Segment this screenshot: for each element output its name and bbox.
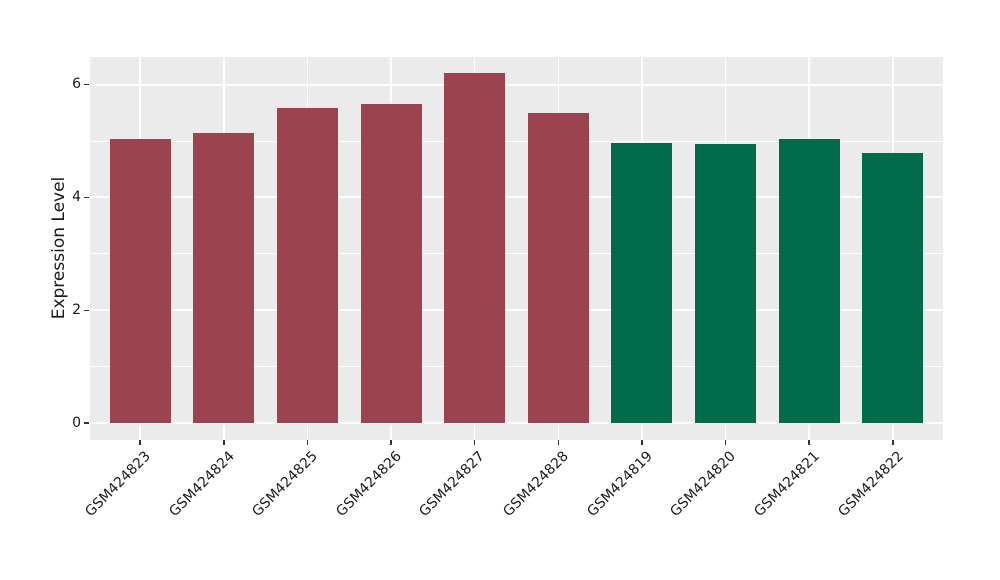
x-tick-label-GSM424826: GSM424826 (333, 448, 405, 520)
bar-GSM424819 (611, 142, 673, 424)
gridline-minor-y3 (90, 253, 943, 255)
x-tick-label-GSM424821: GSM424821 (751, 448, 823, 520)
x-tick-label-GSM424820: GSM424820 (667, 448, 740, 520)
x-tick-mark-GSM424826 (390, 440, 392, 445)
bar-GSM424821 (778, 139, 840, 424)
bar-GSM424824 (193, 132, 255, 424)
gridline-major-y2 (90, 309, 943, 312)
x-tick-mark-GSM424821 (808, 440, 810, 445)
x-tick-label-GSM424827: GSM424827 (416, 448, 489, 520)
x-tick-mark-GSM424823 (139, 440, 141, 445)
y-tick-mark-6 (84, 83, 89, 86)
x-tick-label-GSM424823: GSM424823 (82, 448, 154, 520)
gridline-major-y0 (90, 422, 943, 425)
gridline-minor-y1 (90, 366, 943, 368)
x-tick-mark-GSM424822 (892, 440, 894, 445)
x-tick-mark-GSM424827 (473, 440, 476, 445)
gridline-major-y6 (90, 83, 943, 86)
x-tick-label-GSM424819: GSM424819 (583, 448, 656, 520)
x-tick-mark-GSM424825 (306, 440, 309, 445)
y-tick-label-2: 2 (72, 301, 81, 318)
x-tick-label-GSM424822: GSM424822 (834, 448, 907, 520)
plot-panel (90, 57, 943, 440)
gridline-major-y4 (90, 196, 943, 199)
y-tick-label-0: 0 (72, 414, 81, 431)
bar-GSM424828 (527, 113, 589, 424)
bar-GSM424823 (109, 139, 171, 424)
x-tick-mark-GSM424828 (557, 440, 560, 445)
x-tick-label-GSM424825: GSM424825 (249, 448, 322, 520)
y-tick-mark-4 (84, 196, 89, 199)
bar-GSM424826 (360, 103, 422, 424)
x-tick-label-GSM424824: GSM424824 (165, 448, 238, 520)
bar-GSM424822 (862, 153, 924, 424)
bar-GSM424827 (444, 73, 506, 424)
x-tick-mark-GSM424819 (641, 440, 643, 445)
bar-GSM424820 (695, 144, 757, 424)
y-tick-label-4: 4 (72, 188, 81, 205)
x-tick-mark-GSM424824 (223, 440, 225, 445)
bar-GSM424825 (276, 108, 338, 424)
y-tick-label-6: 6 (72, 76, 81, 93)
gridline-minor-y5 (90, 140, 943, 142)
x-tick-mark-GSM424820 (724, 440, 727, 445)
y-tick-mark-0 (84, 422, 89, 424)
x-tick-label-GSM424828: GSM424828 (500, 448, 572, 520)
y-tick-mark-2 (84, 309, 89, 311)
